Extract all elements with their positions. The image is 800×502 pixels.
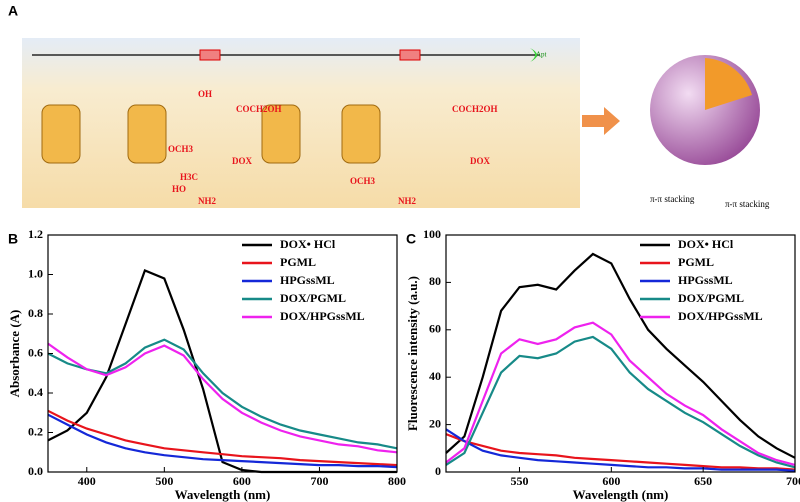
axes-frame	[445, 234, 796, 473]
chem-label: HO	[172, 184, 186, 194]
x-tick-label: 700	[786, 474, 800, 488]
data-line	[47, 413, 398, 469]
panel-label: B	[8, 231, 18, 247]
linker	[199, 49, 221, 61]
legend-label: PGML	[678, 255, 714, 269]
cyclodextrin	[261, 104, 301, 164]
apt-label: Apt	[536, 51, 547, 59]
legend-label: PGML	[280, 255, 316, 269]
x-axis-label: Wavelength (nm)	[573, 487, 669, 502]
micelle-core	[705, 58, 752, 110]
y-tick-label: 1.2	[28, 227, 43, 241]
stacking-label: π-π stacking	[650, 194, 695, 204]
y-tick-label: 100	[423, 227, 441, 241]
data-line	[445, 335, 796, 469]
x-tick-label: 600	[602, 474, 620, 488]
chem-label: OH	[198, 89, 212, 99]
y-tick-label: 0.0	[28, 464, 43, 478]
chem-label: H3C	[180, 172, 198, 182]
axes-frame	[47, 234, 398, 473]
y-tick-label: 0.2	[28, 424, 43, 438]
cyclodextrin	[41, 104, 81, 164]
data-line	[445, 321, 796, 466]
legend-label: DOX• HCl	[280, 237, 336, 251]
cyclodextrins	[41, 104, 381, 164]
panel-a: A Apt OCH3 OH COCH2OH DOX H3C HO NH2 OCH…	[8, 3, 770, 209]
panel-label: C	[406, 231, 416, 247]
chem-label: NH2	[398, 196, 417, 206]
y-tick-label: 80	[429, 274, 441, 288]
x-tick-label: 650	[694, 474, 712, 488]
legend-label: DOX/PGML	[280, 291, 346, 305]
y-axis-label: Fluorescence intensity (a.u.)	[405, 276, 420, 431]
y-tick-label: 0.6	[28, 345, 43, 359]
x-tick-label: 800	[388, 474, 406, 488]
chem-label: OCH3	[350, 176, 376, 186]
legend-label: DOX• HCl	[678, 237, 734, 251]
legend-label: DOX/HPGssML	[678, 309, 763, 323]
stacking-label: π-π stacking	[725, 199, 770, 209]
y-axis-label: Absorbance (A)	[7, 310, 22, 398]
arrow	[582, 107, 620, 135]
y-tick-label: 0	[435, 464, 441, 478]
legend-label: DOX/HPGssML	[280, 309, 365, 323]
chem-label: OCH3	[168, 144, 194, 154]
x-tick-label: 550	[510, 474, 528, 488]
y-tick-label: 1.0	[28, 266, 43, 280]
data-line	[47, 338, 398, 450]
aptamer-icon	[530, 48, 537, 62]
chem-label: COCH2OH	[236, 104, 282, 114]
data-line	[445, 433, 796, 471]
data-line	[445, 428, 796, 472]
y-tick-label: 40	[429, 369, 441, 383]
y-tick-label: 20	[429, 416, 441, 430]
x-axis-label: Wavelength (nm)	[175, 487, 271, 502]
panel-label: A	[8, 3, 18, 19]
cyclodextrin	[341, 104, 381, 164]
y-tick-label: 0.8	[28, 306, 43, 320]
chem-label: DOX	[470, 156, 491, 166]
legend-label: HPGssML	[280, 273, 335, 287]
y-tick-label: 60	[429, 322, 441, 336]
x-tick-label: 600	[233, 474, 251, 488]
x-tick-label: 700	[310, 474, 328, 488]
chem-label: NH2	[198, 196, 217, 206]
legend-label: DOX/PGML	[678, 291, 744, 305]
x-tick-label: 400	[78, 474, 96, 488]
panel-a-background	[22, 38, 580, 208]
cyclodextrin	[127, 104, 167, 164]
linker	[399, 49, 421, 61]
x-tick-label: 500	[155, 474, 173, 488]
data-line	[445, 252, 796, 459]
data-line	[47, 342, 398, 454]
chem-label: DOX	[232, 156, 253, 166]
legend-label: HPGssML	[678, 273, 733, 287]
y-tick-label: 0.4	[28, 385, 43, 399]
data-line	[47, 409, 398, 467]
chem-label: COCH2OH	[452, 104, 498, 114]
